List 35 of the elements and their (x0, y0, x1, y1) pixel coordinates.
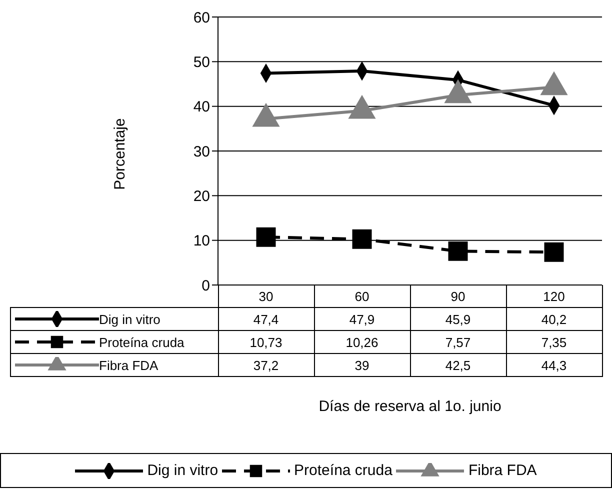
y-tick-label: 10 (193, 232, 210, 250)
data-label: 47,4 (218, 308, 314, 330)
data-label: 7,35 (506, 330, 602, 354)
data-label: 42,5 (410, 354, 506, 376)
point (448, 241, 468, 261)
data-label: 44,3 (506, 354, 602, 376)
point (544, 242, 564, 262)
legend-label: Proteína cruda (294, 462, 392, 479)
text: Fibra FDA (99, 358, 158, 372)
legend-label: Dig in vitro (147, 462, 218, 479)
y-tick-label: 30 (193, 143, 210, 160)
data-label: 7,57 (410, 330, 506, 354)
legend-label: Fibra FDA (468, 462, 537, 479)
y-tick-label: 60 (193, 9, 210, 26)
y-axis-title: Porcentaje (112, 118, 128, 190)
data-label: 10,73 (218, 330, 314, 354)
data-label: 47,9 (314, 308, 410, 330)
text: Dig in vitro (99, 312, 160, 326)
x-tick-label: 60 (314, 285, 410, 308)
x-tick-label: 120 (506, 285, 602, 308)
data-label: 40,2 (506, 308, 602, 330)
y-tick-label: 50 (193, 54, 210, 71)
x-tick-label: 30 (218, 285, 314, 308)
y-tick-label: 20 (193, 188, 210, 205)
x-tick-label: 90 (410, 285, 506, 308)
point (256, 227, 276, 247)
point (352, 229, 372, 249)
y-tick-label: 40 (193, 98, 210, 116)
y-tick-label: 0 (202, 277, 210, 294)
text: Días de reserva al 1o. junio (318, 398, 502, 415)
data-label: 45,9 (410, 308, 506, 330)
data-label: 10,26 (314, 330, 410, 354)
data-label: 37,2 (218, 354, 314, 376)
text: Proteína cruda (99, 334, 184, 350)
data-label: 39 (314, 354, 410, 376)
